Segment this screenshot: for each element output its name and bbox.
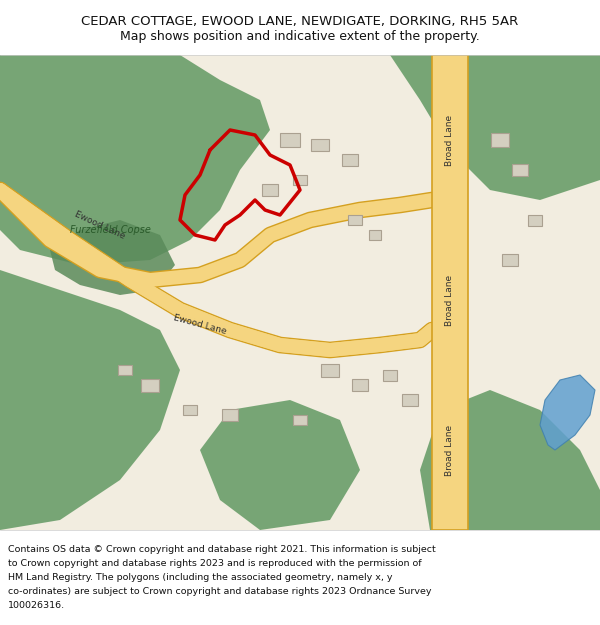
Text: Furzefield Copse: Furzefield Copse: [70, 225, 151, 235]
Text: co-ordinates) are subject to Crown copyright and database rights 2023 Ordnance S: co-ordinates) are subject to Crown copyr…: [8, 587, 431, 596]
FancyBboxPatch shape: [369, 230, 381, 240]
Polygon shape: [420, 390, 600, 530]
Text: CEDAR COTTAGE, EWOOD LANE, NEWDIGATE, DORKING, RH5 5AR: CEDAR COTTAGE, EWOOD LANE, NEWDIGATE, DO…: [82, 16, 518, 28]
Text: Ewood Lane: Ewood Lane: [173, 314, 227, 336]
FancyBboxPatch shape: [222, 409, 238, 421]
Polygon shape: [0, 270, 180, 530]
Text: HM Land Registry. The polygons (including the associated geometry, namely x, y: HM Land Registry. The polygons (includin…: [8, 573, 392, 582]
Bar: [432, 55, 468, 530]
Polygon shape: [200, 400, 360, 530]
FancyBboxPatch shape: [383, 369, 397, 381]
FancyBboxPatch shape: [502, 254, 518, 266]
FancyBboxPatch shape: [342, 154, 358, 166]
Text: Ewood Lane: Ewood Lane: [73, 209, 127, 241]
Text: Broad Lane: Broad Lane: [445, 424, 455, 476]
FancyBboxPatch shape: [402, 394, 418, 406]
Text: Contains OS data © Crown copyright and database right 2021. This information is : Contains OS data © Crown copyright and d…: [8, 545, 436, 554]
FancyBboxPatch shape: [141, 379, 159, 391]
FancyBboxPatch shape: [293, 175, 307, 185]
FancyBboxPatch shape: [348, 215, 362, 225]
FancyBboxPatch shape: [528, 214, 542, 226]
Text: Broad Lane: Broad Lane: [445, 274, 455, 326]
FancyBboxPatch shape: [321, 364, 339, 376]
FancyBboxPatch shape: [491, 133, 509, 147]
FancyBboxPatch shape: [352, 379, 368, 391]
Polygon shape: [390, 55, 600, 200]
Polygon shape: [50, 220, 175, 295]
FancyBboxPatch shape: [118, 365, 132, 375]
FancyBboxPatch shape: [262, 184, 278, 196]
Text: Broad Lane: Broad Lane: [445, 114, 455, 166]
FancyBboxPatch shape: [311, 139, 329, 151]
FancyBboxPatch shape: [280, 133, 300, 147]
Text: Map shows position and indicative extent of the property.: Map shows position and indicative extent…: [120, 30, 480, 42]
FancyBboxPatch shape: [512, 164, 528, 176]
Polygon shape: [0, 55, 270, 265]
Polygon shape: [540, 375, 595, 450]
FancyBboxPatch shape: [293, 415, 307, 425]
Text: to Crown copyright and database rights 2023 and is reproduced with the permissio: to Crown copyright and database rights 2…: [8, 559, 422, 568]
Text: 100026316.: 100026316.: [8, 601, 65, 610]
FancyBboxPatch shape: [183, 405, 197, 415]
